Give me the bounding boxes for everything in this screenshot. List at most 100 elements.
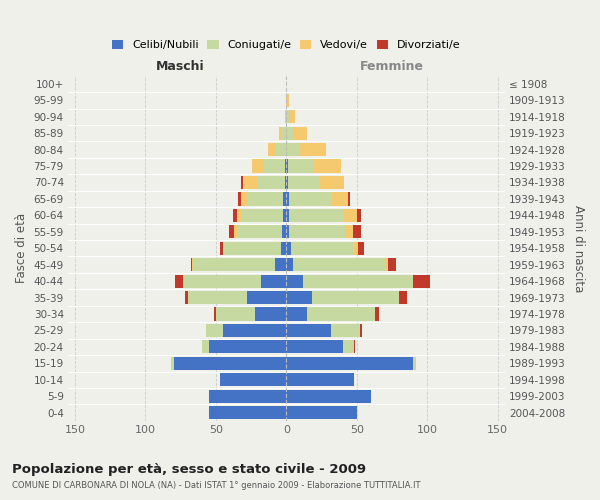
Bar — [286, 110, 289, 124]
Bar — [385, 258, 388, 272]
Bar — [303, 274, 413, 287]
Bar — [256, 308, 286, 320]
Bar — [343, 340, 354, 353]
Bar — [293, 126, 307, 140]
Bar — [275, 143, 286, 156]
Bar — [209, 406, 286, 419]
Bar — [343, 209, 357, 222]
Bar — [289, 110, 295, 124]
Bar — [264, 160, 285, 172]
Bar — [319, 176, 344, 189]
Bar — [209, 340, 286, 353]
Bar — [388, 258, 396, 272]
Bar — [193, 258, 275, 272]
Bar — [399, 291, 407, 304]
Bar — [413, 356, 416, 370]
Bar — [375, 308, 379, 320]
Bar — [261, 274, 286, 287]
Bar — [286, 94, 289, 107]
Bar — [275, 258, 286, 272]
Bar — [283, 209, 286, 222]
Bar — [286, 242, 290, 255]
Bar — [286, 176, 288, 189]
Bar — [290, 242, 354, 255]
Bar — [346, 225, 353, 238]
Bar — [214, 308, 216, 320]
Bar — [184, 274, 261, 287]
Bar — [247, 291, 286, 304]
Bar — [223, 324, 286, 337]
Bar — [286, 192, 289, 205]
Bar — [234, 225, 237, 238]
Bar — [331, 192, 348, 205]
Bar — [283, 192, 286, 205]
Bar — [216, 308, 256, 320]
Bar — [257, 176, 285, 189]
Bar — [289, 192, 331, 205]
Bar — [286, 308, 307, 320]
Bar — [348, 192, 350, 205]
Bar — [359, 324, 362, 337]
Bar — [285, 160, 286, 172]
Text: COMUNE DI CARBONARA DI NOLA (NA) - Dati ISTAT 1° gennaio 2009 - Elaborazione TUT: COMUNE DI CARBONARA DI NOLA (NA) - Dati … — [12, 481, 421, 490]
Bar — [282, 126, 286, 140]
Bar — [358, 242, 364, 255]
Y-axis label: Anni di nascita: Anni di nascita — [572, 204, 585, 292]
Bar — [220, 373, 286, 386]
Bar — [286, 274, 303, 287]
Bar — [224, 242, 281, 255]
Text: Maschi: Maschi — [157, 60, 205, 73]
Bar — [286, 209, 289, 222]
Text: Popolazione per età, sesso e stato civile - 2009: Popolazione per età, sesso e stato civil… — [12, 462, 366, 475]
Bar — [286, 225, 289, 238]
Bar — [354, 340, 355, 353]
Bar — [242, 176, 257, 189]
Bar — [357, 209, 361, 222]
Bar — [175, 274, 184, 287]
Bar — [313, 160, 341, 172]
Bar — [241, 176, 242, 189]
Bar — [191, 258, 192, 272]
Bar — [307, 308, 375, 320]
Bar — [237, 225, 282, 238]
Legend: Celibi/Nubili, Coniugati/e, Vedovi/e, Divorziati/e: Celibi/Nubili, Coniugati/e, Vedovi/e, Di… — [112, 40, 461, 50]
Bar — [268, 143, 275, 156]
Bar — [353, 225, 361, 238]
Bar — [238, 192, 241, 205]
Bar — [237, 209, 241, 222]
Bar — [413, 274, 430, 287]
Y-axis label: Fasce di età: Fasce di età — [15, 213, 28, 284]
Bar — [223, 242, 224, 255]
Bar — [171, 356, 173, 370]
Bar — [188, 291, 247, 304]
Bar — [209, 390, 286, 403]
Bar — [241, 192, 248, 205]
Bar — [248, 192, 283, 205]
Bar — [289, 225, 346, 238]
Bar — [286, 390, 371, 403]
Bar — [311, 291, 399, 304]
Bar — [286, 258, 293, 272]
Bar — [286, 356, 413, 370]
Bar — [286, 126, 293, 140]
Bar — [282, 225, 286, 238]
Bar — [220, 242, 223, 255]
Bar — [286, 340, 343, 353]
Bar — [241, 209, 283, 222]
Bar — [293, 258, 385, 272]
Text: Femmine: Femmine — [360, 60, 424, 73]
Bar — [286, 291, 311, 304]
Bar — [288, 176, 319, 189]
Bar — [286, 160, 288, 172]
Bar — [285, 176, 286, 189]
Bar — [173, 356, 286, 370]
Bar — [206, 324, 223, 337]
Bar — [286, 406, 357, 419]
Bar — [286, 324, 331, 337]
Bar — [354, 242, 358, 255]
Bar — [301, 143, 326, 156]
Bar — [233, 209, 237, 222]
Bar — [289, 209, 343, 222]
Bar — [253, 160, 264, 172]
Bar — [285, 110, 286, 124]
